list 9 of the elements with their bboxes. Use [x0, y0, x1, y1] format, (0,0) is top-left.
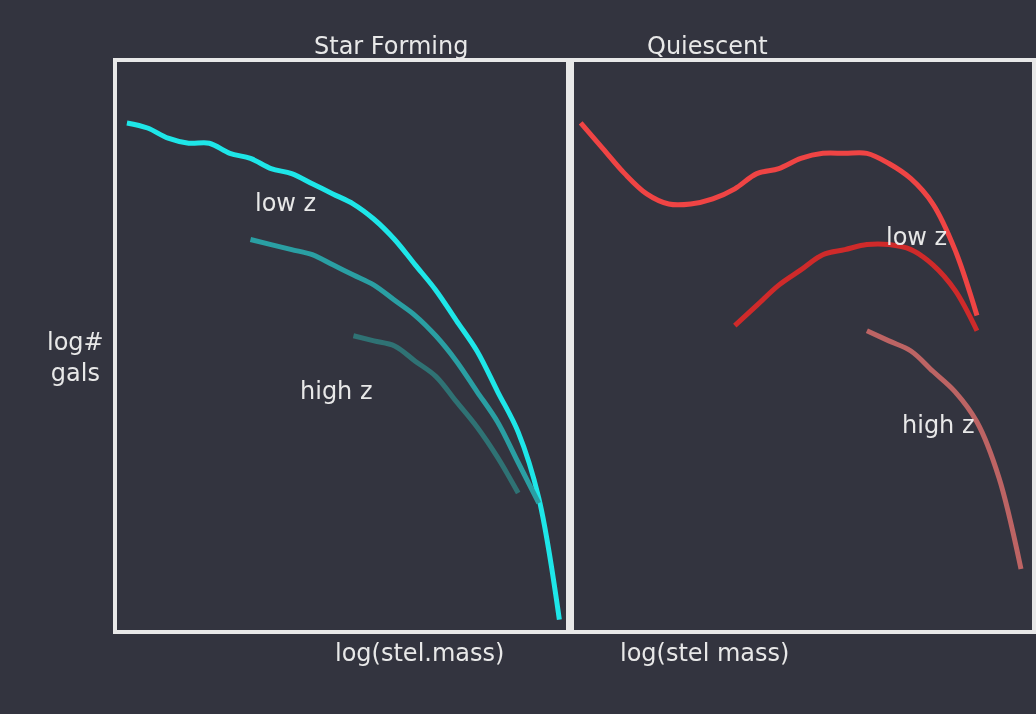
annotation: low z — [255, 189, 317, 217]
annotation: high z — [300, 377, 373, 405]
x-axis-title: log(stel.mass) — [335, 639, 505, 667]
y-axis-title: log# gals — [47, 328, 104, 388]
chart-title: Quiescent — [647, 32, 768, 60]
x-axis-title: log(stel mass) — [620, 639, 790, 667]
annotation: low z — [886, 223, 948, 251]
annotation: high z — [902, 411, 975, 439]
chart-title: Star Forming — [314, 32, 469, 60]
